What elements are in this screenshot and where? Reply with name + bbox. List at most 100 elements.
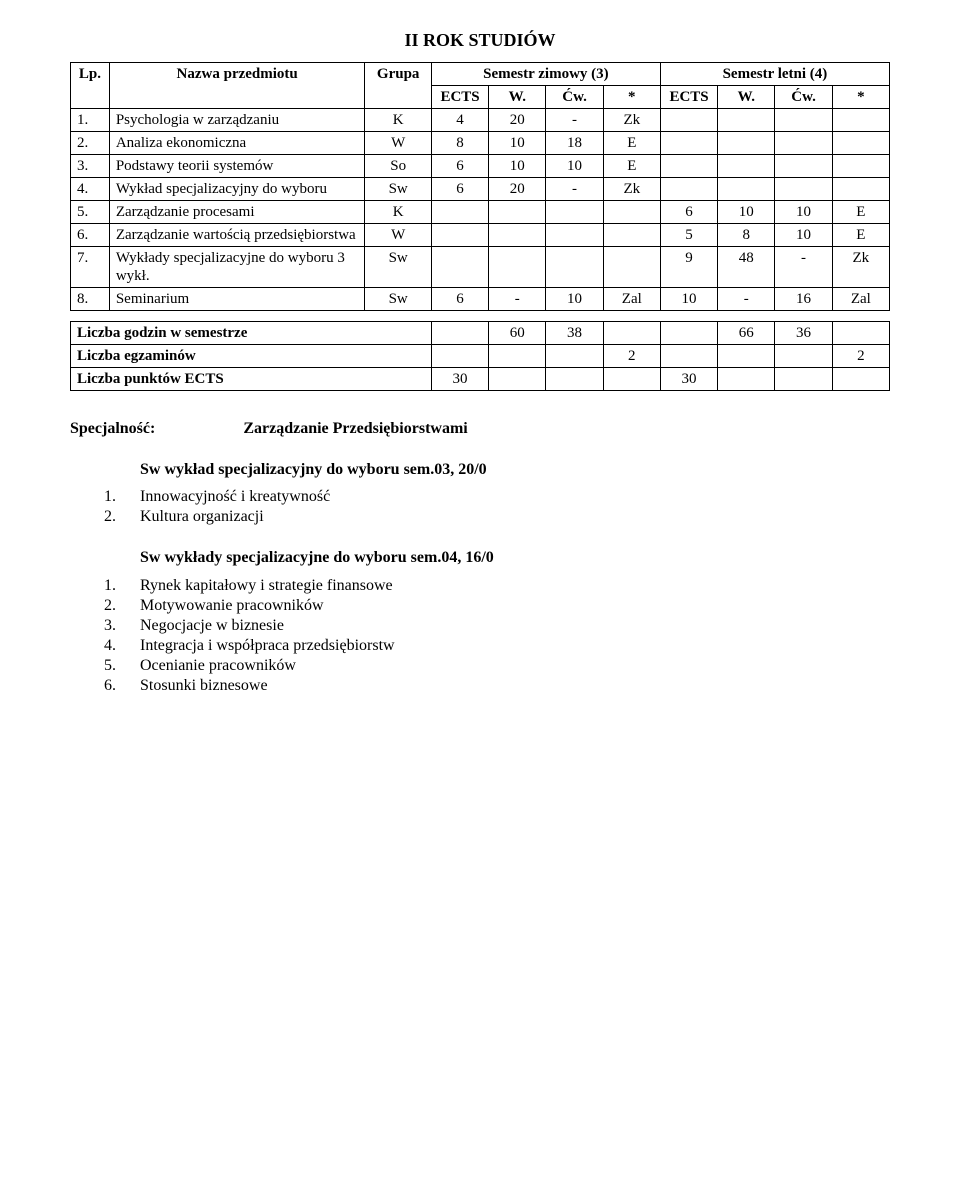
col-sem-let: Semestr letni (4) — [660, 62, 889, 85]
table-cell — [431, 246, 488, 287]
list-item-text: Motywowanie pracowników — [140, 596, 324, 615]
table-cell — [775, 367, 832, 390]
table-cell — [546, 200, 603, 223]
col-nazwa: Nazwa przedmiotu — [109, 62, 365, 108]
table-cell: Zal — [603, 287, 660, 310]
main-table: Lp. Nazwa przedmiotu Grupa Semestr zimow… — [70, 62, 890, 311]
col-w1: W. — [489, 85, 546, 108]
table-cell: Zarządzanie wartością przedsiębiorstwa — [109, 223, 365, 246]
table-cell: - — [489, 287, 546, 310]
col-ects1: ECTS — [431, 85, 488, 108]
col-ects2: ECTS — [660, 85, 717, 108]
table-cell: - — [718, 287, 775, 310]
table-row: Liczba godzin w semestrze60386636 — [71, 321, 890, 344]
table-cell: 5 — [660, 223, 717, 246]
table-cell: 16 — [775, 287, 832, 310]
table-cell — [489, 367, 546, 390]
table-cell: 3. — [71, 154, 110, 177]
table-cell — [489, 223, 546, 246]
list-item-text: Rynek kapitałowy i strategie finansowe — [140, 576, 393, 595]
table-cell: 10 — [718, 200, 775, 223]
table-cell — [660, 131, 717, 154]
table-cell — [603, 223, 660, 246]
table-cell — [718, 108, 775, 131]
col-grupa: Grupa — [365, 62, 431, 108]
table-cell: 10 — [489, 154, 546, 177]
spec-line: Specjalność: Zarządzanie Przedsiębiorstw… — [70, 419, 890, 438]
table-cell: 2 — [832, 344, 889, 367]
table-row: Liczba egzaminów22 — [71, 344, 890, 367]
table-cell: Psychologia w zarządzaniu — [109, 108, 365, 131]
table-cell: 20 — [489, 177, 546, 200]
table-cell: Podstawy teorii systemów — [109, 154, 365, 177]
table-cell — [718, 344, 775, 367]
table-cell — [718, 131, 775, 154]
table-cell — [718, 367, 775, 390]
table-cell: W — [365, 223, 431, 246]
table-cell: 2 — [603, 344, 660, 367]
table-cell: Wykład specjalizacyjny do wyboru — [109, 177, 365, 200]
table-cell: 60 — [489, 321, 546, 344]
col-cw2: Ćw. — [775, 85, 832, 108]
spec-value: Zarządzanie Przedsiębiorstwami — [243, 420, 467, 437]
table-cell: Seminarium — [109, 287, 365, 310]
table-cell: Sw — [365, 287, 431, 310]
table-cell: 1. — [71, 108, 110, 131]
table-cell — [660, 321, 717, 344]
table-cell: So — [365, 154, 431, 177]
table-cell: 9 — [660, 246, 717, 287]
table-cell: Wykłady specjalizacyjne do wyboru 3 wykł… — [109, 246, 365, 287]
table-cell: 20 — [489, 108, 546, 131]
sw-head-2: Sw wykłady specjalizacyjne do wyboru sem… — [140, 548, 890, 567]
table-cell: Sw — [365, 246, 431, 287]
table-cell — [660, 154, 717, 177]
table-cell: E — [603, 131, 660, 154]
table-cell: 36 — [775, 321, 832, 344]
table-cell: 5. — [71, 200, 110, 223]
list-item-num: 1. — [70, 487, 140, 506]
table-cell — [431, 200, 488, 223]
col-w2: W. — [718, 85, 775, 108]
col-lp: Lp. — [71, 62, 110, 108]
table-cell: E — [832, 200, 889, 223]
table-cell — [775, 177, 832, 200]
list-item-text: Innowacyjność i kreatywność — [140, 487, 330, 506]
table-cell — [832, 131, 889, 154]
table-row: Liczba punktów ECTS3030 — [71, 367, 890, 390]
table-cell: E — [832, 223, 889, 246]
table-cell — [546, 246, 603, 287]
col-cw1: Ćw. — [546, 85, 603, 108]
table-cell — [603, 367, 660, 390]
table-row: 2.Analiza ekonomicznaW81018E — [71, 131, 890, 154]
page-title: II ROK STUDIÓW — [70, 30, 890, 52]
table-cell — [431, 344, 488, 367]
spec-label: Specjalność: — [70, 420, 155, 437]
table-cell: 6 — [431, 177, 488, 200]
table-cell: 10 — [489, 131, 546, 154]
table-cell: Liczba godzin w semestrze — [71, 321, 432, 344]
table-cell: - — [775, 246, 832, 287]
table-cell — [832, 321, 889, 344]
list-item-text: Integracja i współpraca przedsiębiorstw — [140, 636, 395, 655]
list-item-text: Ocenianie pracowników — [140, 656, 296, 675]
table-cell — [775, 131, 832, 154]
table-cell: 8. — [71, 287, 110, 310]
table-cell: 6 — [431, 287, 488, 310]
table-cell — [775, 108, 832, 131]
table-cell: W — [365, 131, 431, 154]
list-1: 1.Innowacyjność i kreatywność2.Kultura o… — [70, 487, 890, 526]
list-item-num: 6. — [70, 676, 140, 695]
table-cell — [718, 154, 775, 177]
list-item: 3.Negocjacje w biznesie — [70, 616, 890, 635]
table-cell — [546, 344, 603, 367]
table-row: 4.Wykład specjalizacyjny do wyboruSw620-… — [71, 177, 890, 200]
table-cell: Sw — [365, 177, 431, 200]
list-item: 6.Stosunki biznesowe — [70, 676, 890, 695]
table-row: 3.Podstawy teorii systemówSo61010E — [71, 154, 890, 177]
table-cell: E — [603, 154, 660, 177]
table-cell: K — [365, 108, 431, 131]
table-cell — [546, 367, 603, 390]
table-cell: 8 — [718, 223, 775, 246]
table-cell — [775, 344, 832, 367]
table-row: 5.Zarządzanie procesamiK61010E — [71, 200, 890, 223]
